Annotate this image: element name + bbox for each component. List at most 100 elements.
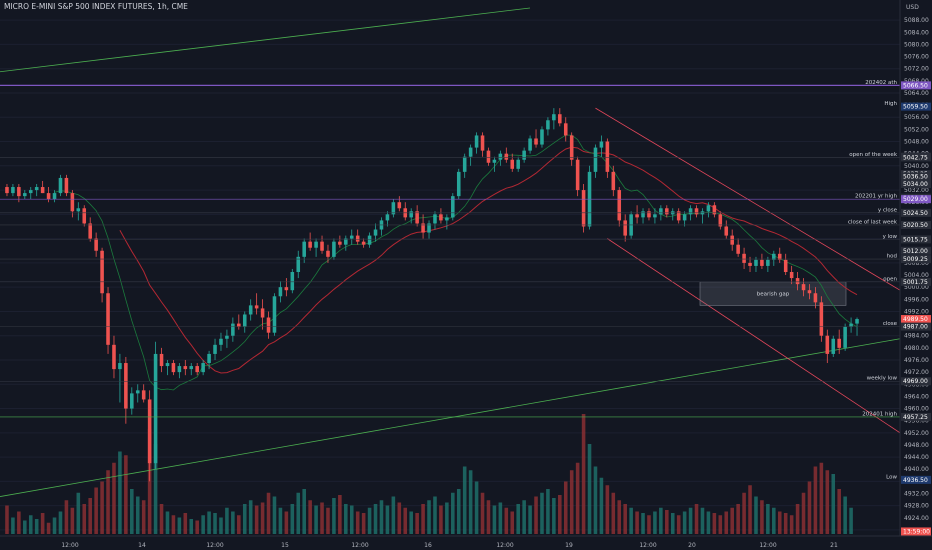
candle-body xyxy=(682,214,687,221)
candle-body xyxy=(563,123,568,136)
volume-bar xyxy=(326,507,330,534)
candle-body xyxy=(349,235,354,239)
volume-bar xyxy=(617,500,622,534)
time-tick: 20 xyxy=(688,542,696,549)
level-label: y low xyxy=(883,234,898,240)
candle-body xyxy=(94,238,98,251)
candle-body xyxy=(445,217,449,221)
price-tick: 4972.00 xyxy=(904,369,929,376)
candle-body xyxy=(522,150,526,160)
price-tag xyxy=(901,277,931,286)
price-tick: 5040.00 xyxy=(904,163,929,170)
price-tick: 4964.00 xyxy=(904,393,929,400)
price-tick: 5004.00 xyxy=(904,272,929,279)
time-tick: 12:00 xyxy=(351,542,368,549)
volume-bar xyxy=(706,511,711,534)
candle-body xyxy=(314,241,318,248)
level-label: open xyxy=(883,276,897,282)
volume-bar xyxy=(807,481,812,534)
candle-body xyxy=(344,238,348,245)
candle-body xyxy=(76,208,81,212)
price-axis[interactable]: USD 5088.00 5084.00 5080.00 5076.00 5072.00 50… xyxy=(899,0,932,550)
price-tag-text: 4936.50 xyxy=(903,477,928,484)
volume-bar xyxy=(766,504,770,534)
volume-bar xyxy=(581,414,586,534)
volume-bar xyxy=(135,496,140,534)
candle-body xyxy=(165,363,170,367)
time-tick: 21 xyxy=(830,542,838,549)
volume-bar xyxy=(528,505,532,534)
price-tick: 4956.00 xyxy=(904,418,929,425)
volume-bar xyxy=(587,444,592,534)
price-tick: 5080.00 xyxy=(904,41,929,48)
volume-bar xyxy=(11,517,15,534)
volume-bar xyxy=(266,492,271,534)
volume-bar xyxy=(64,500,69,534)
candle-body xyxy=(153,353,158,464)
price-tag xyxy=(901,255,931,264)
price-tag xyxy=(901,172,931,181)
time-tick: 12:00 xyxy=(759,542,776,549)
price-tag xyxy=(901,208,931,217)
price-tag xyxy=(901,235,931,244)
volume-bar xyxy=(474,481,479,534)
volume-bar xyxy=(813,466,818,534)
price-tag-text: 5042.75 xyxy=(903,154,928,161)
volume-bar xyxy=(795,504,800,534)
volume-bar xyxy=(391,496,396,534)
volume-bar xyxy=(17,511,21,534)
volume-bar xyxy=(421,504,425,534)
volume-bar xyxy=(760,500,764,534)
volume-bar xyxy=(712,513,717,534)
candle-body xyxy=(528,138,532,151)
volume-bar xyxy=(468,470,473,534)
price-tick: 5088.00 xyxy=(904,17,929,24)
volume-bar xyxy=(831,474,836,534)
volume-bar xyxy=(599,477,604,534)
volume-bar xyxy=(5,505,9,534)
moving-average-slow xyxy=(119,146,858,374)
price-tag xyxy=(901,102,931,111)
price-tick: 5084.00 xyxy=(904,29,929,36)
candle-body xyxy=(82,208,87,224)
candle-body xyxy=(706,205,711,212)
price-tag-text: 4969.00 xyxy=(903,378,928,385)
candle-body xyxy=(849,323,853,327)
candle-body xyxy=(34,187,39,191)
volume-bar xyxy=(213,513,217,534)
candle-body xyxy=(837,338,841,348)
candle-body xyxy=(326,250,330,257)
candle-body xyxy=(58,177,63,194)
candle-body xyxy=(504,153,509,160)
candle-body xyxy=(766,259,770,266)
volume-bars xyxy=(5,414,853,534)
volume-bar xyxy=(504,507,509,534)
price-tag xyxy=(901,315,931,324)
price-axis-bg xyxy=(900,0,932,550)
time-axis[interactable]: 12:00 14 12:00 15 12:00 16 12:00 19 12:00 20 12:00… xyxy=(0,535,932,549)
level-label: 202402 ath xyxy=(865,80,897,86)
candle-body xyxy=(409,211,413,218)
volume-bar xyxy=(498,502,503,534)
volume-bar xyxy=(849,507,853,534)
volume-bar xyxy=(23,520,27,534)
volume-bar xyxy=(147,429,152,534)
volume-bar xyxy=(237,515,241,534)
candle-body xyxy=(201,363,205,373)
candle-body xyxy=(421,223,425,233)
time-tick: 12:00 xyxy=(639,542,656,549)
volume-bar xyxy=(742,492,746,534)
price-tag xyxy=(901,180,931,188)
volume-bar xyxy=(456,489,461,534)
candle-body xyxy=(308,241,312,248)
candle-body xyxy=(736,244,740,254)
price-tag-text: 5012.00 xyxy=(903,248,928,255)
currency-label: USD xyxy=(906,4,919,11)
candle-body xyxy=(694,208,699,215)
candle-body xyxy=(141,390,146,400)
candle-body xyxy=(593,147,598,172)
candle-body xyxy=(468,147,473,157)
candle-body xyxy=(290,272,295,291)
candle-body xyxy=(777,253,782,260)
